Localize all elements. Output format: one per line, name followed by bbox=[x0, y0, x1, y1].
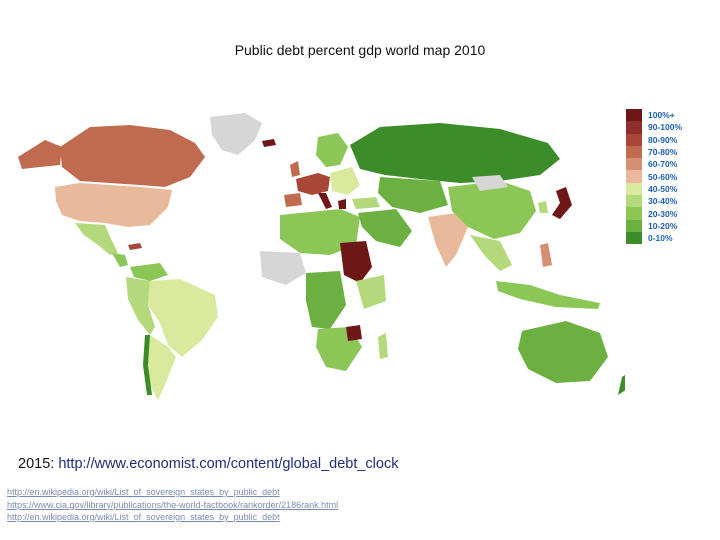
legend-swatch bbox=[626, 182, 642, 196]
legend-item: 100%+ bbox=[626, 109, 718, 122]
legend-label: 30-40% bbox=[648, 196, 678, 207]
region-greenland[interactable] bbox=[210, 113, 262, 155]
region-central-america[interactable] bbox=[112, 253, 128, 267]
region-new-zealand[interactable] bbox=[618, 373, 625, 395]
region-middle-east[interactable] bbox=[358, 209, 412, 247]
economist-link[interactable]: http://www.economist.com/content/global_… bbox=[58, 456, 399, 472]
region-brazil[interactable] bbox=[148, 279, 218, 357]
legend-swatch bbox=[626, 207, 642, 220]
source-link[interactable]: http://en.wikipedia.org/wiki/List_of_sov… bbox=[7, 487, 280, 497]
legend-item: 40-50% bbox=[626, 182, 718, 196]
legend-swatch bbox=[626, 219, 642, 232]
legend-swatch bbox=[626, 195, 642, 208]
legend-label: 40-50% bbox=[648, 183, 678, 194]
region-turkey[interactable] bbox=[352, 197, 380, 209]
legend-swatch bbox=[626, 231, 642, 245]
region-sudan[interactable] bbox=[340, 241, 372, 283]
legend-item: 60-70% bbox=[626, 158, 718, 171]
legend-label: 90-100% bbox=[648, 122, 683, 133]
legend-item: 90-100% bbox=[626, 121, 718, 134]
region-west-africa[interactable] bbox=[260, 251, 306, 285]
source-link[interactable]: http://en.wikipedia.org/wiki/List_of_sov… bbox=[7, 512, 280, 522]
world-map bbox=[18, 113, 625, 400]
region-mexico[interactable] bbox=[75, 223, 118, 255]
legend-label: 70-80% bbox=[648, 147, 678, 158]
region-iberia[interactable] bbox=[284, 193, 302, 207]
region-western-europe[interactable] bbox=[296, 173, 330, 195]
legend-item: 10-20% bbox=[626, 219, 718, 232]
legend-swatch bbox=[626, 145, 642, 159]
map-title: Public debt percent gdp world map 2010 bbox=[234, 42, 486, 58]
region-north-africa[interactable] bbox=[280, 209, 360, 255]
legend-label: 60-70% bbox=[648, 159, 678, 170]
region-india[interactable] bbox=[428, 213, 468, 267]
legend-swatch bbox=[626, 121, 642, 134]
region-japan[interactable] bbox=[552, 187, 572, 219]
legend-label: 20-30% bbox=[648, 208, 678, 219]
legend-label: 100%+ bbox=[648, 110, 675, 121]
region-indonesia[interactable] bbox=[496, 281, 600, 309]
legend-swatch bbox=[626, 158, 642, 171]
legend-label: 80-90% bbox=[648, 134, 678, 145]
region-eastern-europe[interactable] bbox=[330, 167, 360, 195]
source-link[interactable]: https://www.cia.gov/library/publications… bbox=[7, 499, 339, 510]
legend-item: 20-30% bbox=[626, 207, 718, 220]
region-andes[interactable] bbox=[126, 277, 155, 335]
region-korea[interactable] bbox=[538, 201, 548, 213]
region-southeast-asia[interactable] bbox=[470, 235, 512, 271]
region-east-africa[interactable] bbox=[356, 275, 386, 309]
region-italy[interactable] bbox=[318, 193, 332, 209]
region-venezuela[interactable] bbox=[130, 263, 168, 281]
region-zimbabwe[interactable] bbox=[346, 325, 362, 341]
legend: 100%+ 90-100% 80-90% 70-80% 60-70% 50-60% 40-5… bbox=[626, 109, 718, 245]
legend-item: 30-40% bbox=[626, 195, 718, 208]
region-australia[interactable] bbox=[518, 321, 608, 383]
region-china[interactable] bbox=[448, 181, 536, 239]
legend-swatch bbox=[626, 170, 642, 183]
legend-label: 50-60% bbox=[648, 171, 678, 182]
legend-item: 80-90% bbox=[626, 133, 718, 146]
region-greece[interactable] bbox=[338, 199, 346, 209]
region-uk[interactable] bbox=[290, 161, 300, 177]
note-year: 2015: bbox=[18, 456, 55, 472]
region-central-asia[interactable] bbox=[378, 177, 448, 213]
sources: http://en.wikipedia.org/wiki/List_of_sov… bbox=[7, 486, 707, 524]
legend-item: 70-80% bbox=[626, 145, 718, 159]
region-central-africa[interactable] bbox=[306, 271, 346, 329]
legend-item: 50-60% bbox=[626, 170, 718, 183]
region-mongolia[interactable] bbox=[472, 175, 508, 191]
region-argentina[interactable] bbox=[148, 335, 176, 400]
region-canada[interactable] bbox=[60, 125, 205, 187]
region-chile[interactable] bbox=[143, 335, 152, 395]
region-madagascar[interactable] bbox=[378, 333, 388, 359]
note: 2015: http://www.economist.com/content/g… bbox=[18, 456, 398, 472]
region-scandinavia[interactable] bbox=[316, 133, 348, 167]
legend-swatch bbox=[626, 109, 642, 122]
region-iceland[interactable] bbox=[262, 139, 276, 147]
legend-label: 10-20% bbox=[648, 220, 678, 231]
region-philippines[interactable] bbox=[540, 243, 552, 267]
legend-item: 0-10% bbox=[626, 231, 718, 245]
region-usa[interactable] bbox=[55, 183, 172, 227]
region-alaska[interactable] bbox=[18, 140, 62, 169]
region-russia[interactable] bbox=[350, 123, 560, 183]
region-caribbean[interactable] bbox=[128, 243, 142, 250]
legend-swatch bbox=[626, 133, 642, 146]
legend-label: 0-10% bbox=[648, 233, 673, 244]
